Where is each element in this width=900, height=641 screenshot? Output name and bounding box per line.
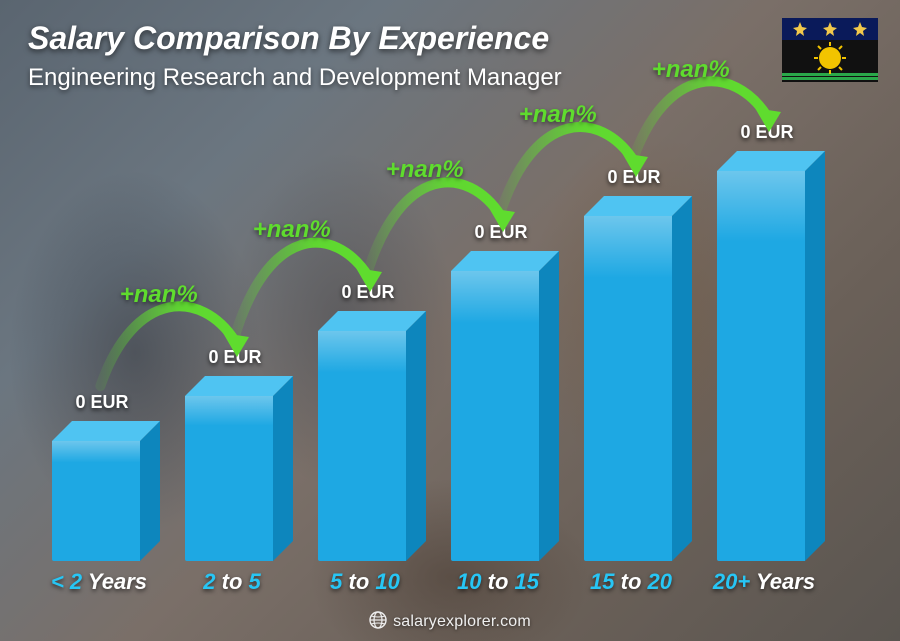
page-title: Salary Comparison By Experience xyxy=(28,20,549,57)
x-axis-label: 5 to 10 xyxy=(300,569,430,595)
x-axis-label: 15 to 20 xyxy=(566,569,696,595)
footer: salaryexplorer.com xyxy=(0,611,900,631)
globe-icon xyxy=(369,611,387,629)
x-axis-label: < 2 Years xyxy=(34,569,164,595)
footer-text: salaryexplorer.com xyxy=(393,613,531,630)
growth-arrow-icon xyxy=(40,120,860,600)
x-axis-label: 20+ Years xyxy=(699,569,829,595)
x-axis-label: 2 to 5 xyxy=(167,569,297,595)
bar-chart: 0 EUR0 EUR0 EUR0 EUR0 EUR0 EUR+nan%+nan%… xyxy=(40,120,840,561)
delta-label: +nan% xyxy=(652,56,730,84)
flag-icon xyxy=(782,18,878,82)
x-axis-label: 10 to 15 xyxy=(433,569,563,595)
x-axis-labels: < 2 Years2 to 55 to 1010 to 1515 to 2020… xyxy=(40,569,840,603)
page-subtitle: Engineering Research and Development Man… xyxy=(28,64,562,92)
chart-stage: Salary Comparison By Experience Engineer… xyxy=(0,0,900,641)
